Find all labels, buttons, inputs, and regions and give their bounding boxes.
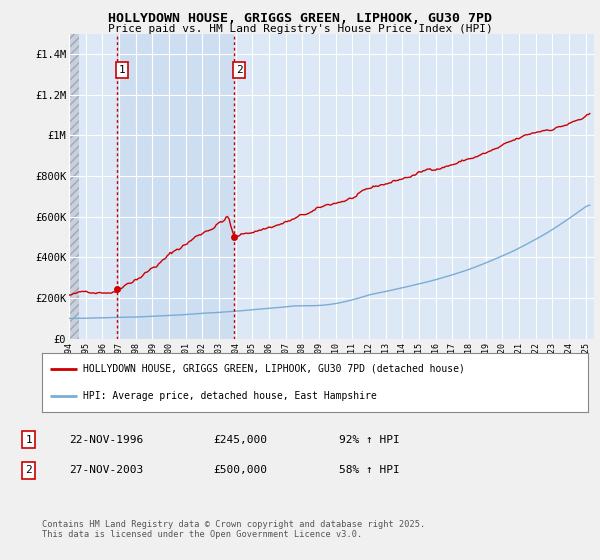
Bar xyxy=(69,34,79,339)
Text: Price paid vs. HM Land Registry's House Price Index (HPI): Price paid vs. HM Land Registry's House … xyxy=(107,24,493,34)
Text: 58% ↑ HPI: 58% ↑ HPI xyxy=(339,465,400,475)
Text: 22-NOV-1996: 22-NOV-1996 xyxy=(69,435,143,445)
Text: 1: 1 xyxy=(25,435,32,445)
Text: HOLLYDOWN HOUSE, GRIGGS GREEN, LIPHOOK, GU30 7PD (detached house): HOLLYDOWN HOUSE, GRIGGS GREEN, LIPHOOK, … xyxy=(83,363,465,374)
Text: 2: 2 xyxy=(25,465,32,475)
Text: 2: 2 xyxy=(236,65,242,75)
Text: HOLLYDOWN HOUSE, GRIGGS GREEN, LIPHOOK, GU30 7PD: HOLLYDOWN HOUSE, GRIGGS GREEN, LIPHOOK, … xyxy=(108,12,492,25)
Text: £245,000: £245,000 xyxy=(213,435,267,445)
Text: HPI: Average price, detached house, East Hampshire: HPI: Average price, detached house, East… xyxy=(83,391,377,401)
Bar xyxy=(117,34,234,339)
Text: 92% ↑ HPI: 92% ↑ HPI xyxy=(339,435,400,445)
Text: 27-NOV-2003: 27-NOV-2003 xyxy=(69,465,143,475)
Text: 1: 1 xyxy=(119,65,125,75)
Text: Contains HM Land Registry data © Crown copyright and database right 2025.
This d: Contains HM Land Registry data © Crown c… xyxy=(42,520,425,539)
Text: £500,000: £500,000 xyxy=(213,465,267,475)
